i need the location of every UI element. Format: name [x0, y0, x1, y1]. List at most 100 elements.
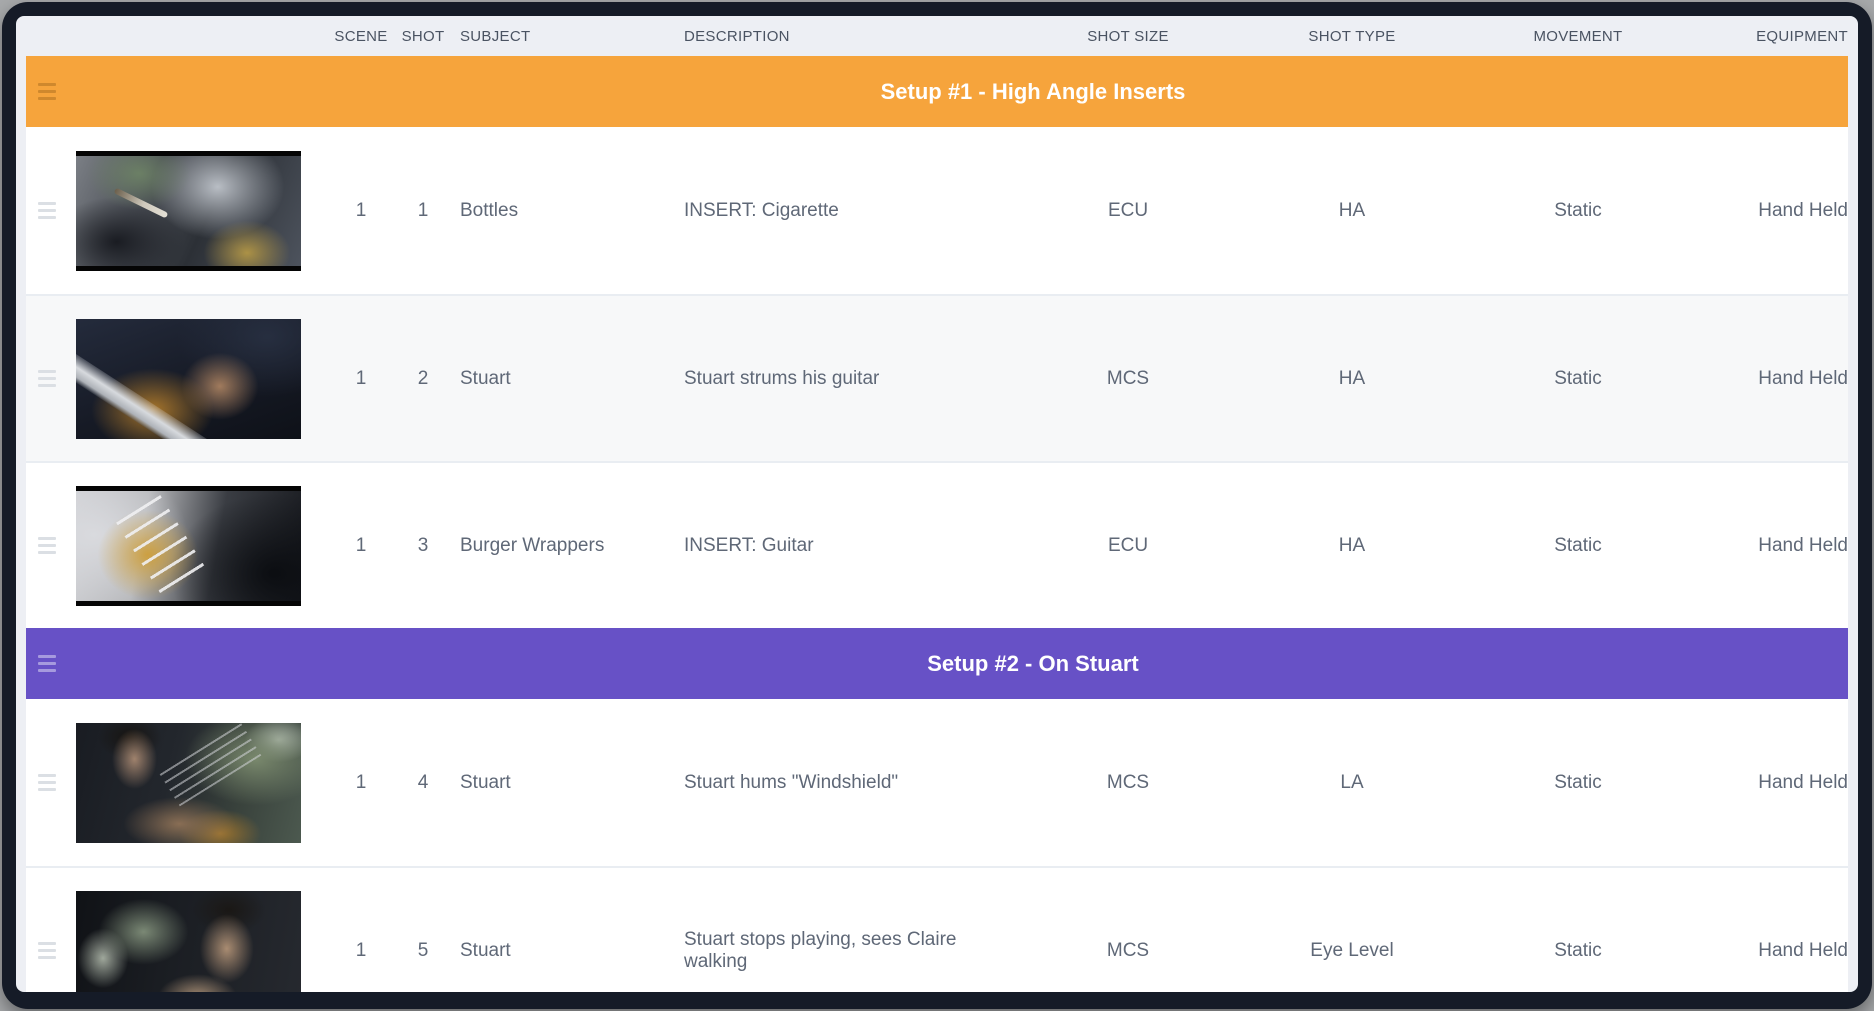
drag-handle-bar — [38, 774, 56, 777]
cell-subject: Bottles — [460, 199, 519, 221]
column-header-movement: MOVEMENT — [1533, 27, 1623, 45]
shot-thumbnail[interactable] — [76, 150, 301, 271]
drag-handle-bar — [38, 942, 56, 945]
column-header-equipment: EQUIPMENT — [1756, 27, 1848, 45]
cell-description: INSERT: Guitar — [684, 534, 814, 556]
drag-handle-icon[interactable] — [38, 83, 56, 100]
drag-handle-icon[interactable] — [38, 942, 56, 959]
setup-2-rows: 1 4 Stuart Stuart hums "Windshield" MCS … — [16, 699, 1858, 992]
drag-handle-bar — [38, 216, 56, 219]
drag-handle-bar — [38, 949, 56, 952]
drag-handle-bar — [38, 544, 56, 547]
cell-shot: 3 — [417, 534, 429, 556]
drag-handle-icon[interactable] — [38, 370, 56, 387]
cell-shot-type: LA — [1340, 771, 1364, 793]
drag-handle-bar — [38, 537, 56, 540]
cell-shot: 4 — [417, 771, 429, 793]
cell-movement: Static — [1554, 939, 1602, 961]
shot-thumbnail-image — [76, 890, 301, 992]
column-header-shot-size: SHOT SIZE — [1087, 27, 1169, 45]
shot-row-4[interactable]: 1 4 Stuart Stuart hums "Windshield" MCS … — [26, 699, 1848, 866]
shot-thumbnail[interactable] — [76, 485, 301, 606]
cell-scene: 1 — [355, 771, 367, 793]
drag-handle-icon[interactable] — [38, 655, 56, 672]
setup-band-1[interactable]: Setup #1 - High Angle Inserts — [26, 56, 1848, 127]
cell-movement: Static — [1554, 771, 1602, 793]
row-3-drag-handle[interactable] — [26, 537, 76, 554]
cell-shot-size: ECU — [1107, 534, 1149, 556]
cell-equipment: Hand Held — [1758, 771, 1848, 793]
column-header-shot: SHOT — [401, 27, 445, 45]
row-5-drag-handle[interactable] — [26, 942, 76, 959]
shot-row-1[interactable]: 1 1 Bottles INSERT: Cigarette ECU HA Sta… — [26, 127, 1848, 294]
row-4-drag-handle[interactable] — [26, 774, 76, 791]
cell-subject: Stuart — [460, 939, 511, 961]
drag-handle-bar — [38, 669, 56, 672]
cell-shot: 1 — [417, 199, 429, 221]
drag-handle-bar — [38, 370, 56, 373]
cell-description: Stuart strums his guitar — [684, 367, 880, 389]
cell-shot-size: MCS — [1106, 939, 1150, 961]
drag-handle-icon[interactable] — [38, 537, 56, 554]
drag-handle-bar — [38, 662, 56, 665]
cell-subject: Burger Wrappers — [460, 534, 605, 556]
setup-1-rows: 1 1 Bottles INSERT: Cigarette ECU HA Sta… — [16, 127, 1858, 628]
shot-row-3[interactable]: 1 3 Burger Wrappers INSERT: Guitar ECU H… — [26, 461, 1848, 628]
shot-thumbnail-image — [76, 155, 301, 266]
shot-thumbnail[interactable] — [76, 890, 301, 992]
cell-subject: Stuart — [460, 771, 511, 793]
drag-handle-bar — [38, 83, 56, 86]
drag-handle-bar — [38, 202, 56, 205]
cell-subject: Stuart — [460, 367, 511, 389]
setup-1-drag-handle[interactable] — [26, 83, 76, 100]
cell-movement: Static — [1554, 367, 1602, 389]
drag-handle-bar — [38, 377, 56, 380]
cell-equipment: Hand Held — [1758, 367, 1848, 389]
shot-thumbnail-image — [76, 722, 301, 843]
shot-row-5[interactable]: 1 5 Stuart Stuart stops playing, sees Cl… — [26, 866, 1848, 992]
cell-movement: Static — [1554, 199, 1602, 221]
cell-shot: 5 — [417, 939, 429, 961]
cell-shot-type: Eye Level — [1310, 939, 1394, 961]
drag-handle-bar — [38, 90, 56, 93]
drag-handle-bar — [38, 788, 56, 791]
cell-shot: 2 — [417, 367, 429, 389]
cell-movement: Static — [1554, 534, 1602, 556]
shot-list-table: SCENE SHOT SUBJECT DESCRIPTION SHOT SIZE… — [16, 16, 1858, 992]
drag-handle-bar — [38, 655, 56, 658]
shot-thumbnail-image — [76, 318, 301, 439]
column-header-shot-type: SHOT TYPE — [1308, 27, 1396, 45]
shot-thumbnail-image — [76, 490, 301, 601]
shot-thumbnail[interactable] — [76, 318, 301, 439]
drag-handle-bar — [38, 781, 56, 784]
drag-handle-bar — [38, 209, 56, 212]
setup-2-title: Setup #2 - On Stuart — [927, 650, 1139, 676]
column-header-subject: SUBJECT — [460, 27, 531, 45]
cell-scene: 1 — [355, 534, 367, 556]
row-2-drag-handle[interactable] — [26, 370, 76, 387]
cell-description: Stuart hums "Windshield" — [684, 771, 899, 793]
cell-scene: 1 — [355, 199, 367, 221]
cell-shot-type: HA — [1338, 534, 1366, 556]
cell-shot-type: HA — [1338, 367, 1366, 389]
cell-shot-type: HA — [1338, 199, 1366, 221]
shot-thumbnail[interactable] — [76, 722, 301, 843]
cell-description: INSERT: Cigarette — [684, 199, 839, 221]
drag-handle-bar — [38, 956, 56, 959]
drag-handle-bar — [38, 551, 56, 554]
setup-1-title: Setup #1 - High Angle Inserts — [880, 78, 1186, 104]
cell-shot-size: MCS — [1106, 771, 1150, 793]
cell-shot-size: ECU — [1107, 199, 1149, 221]
shot-row-2[interactable]: 1 2 Stuart Stuart strums his guitar MCS … — [26, 294, 1848, 461]
cell-equipment: Hand Held — [1758, 534, 1848, 556]
drag-handle-icon[interactable] — [38, 774, 56, 791]
setup-band-2[interactable]: Setup #2 - On Stuart — [26, 628, 1848, 699]
cell-description: Stuart stops playing, sees Claire walkin… — [684, 928, 957, 972]
row-1-drag-handle[interactable] — [26, 202, 76, 219]
drag-handle-icon[interactable] — [38, 202, 56, 219]
cell-equipment: Hand Held — [1758, 939, 1848, 961]
drag-handle-bar — [38, 97, 56, 100]
setup-2-drag-handle[interactable] — [26, 655, 76, 672]
drag-handle-bar — [38, 384, 56, 387]
